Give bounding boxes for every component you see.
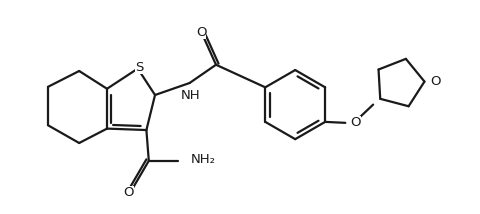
Text: O: O (350, 116, 360, 129)
Text: O: O (431, 75, 441, 88)
Text: S: S (135, 61, 144, 74)
Text: O: O (196, 26, 206, 39)
Text: O: O (123, 186, 134, 199)
Text: NH₂: NH₂ (191, 153, 216, 166)
Text: NH: NH (181, 89, 200, 102)
